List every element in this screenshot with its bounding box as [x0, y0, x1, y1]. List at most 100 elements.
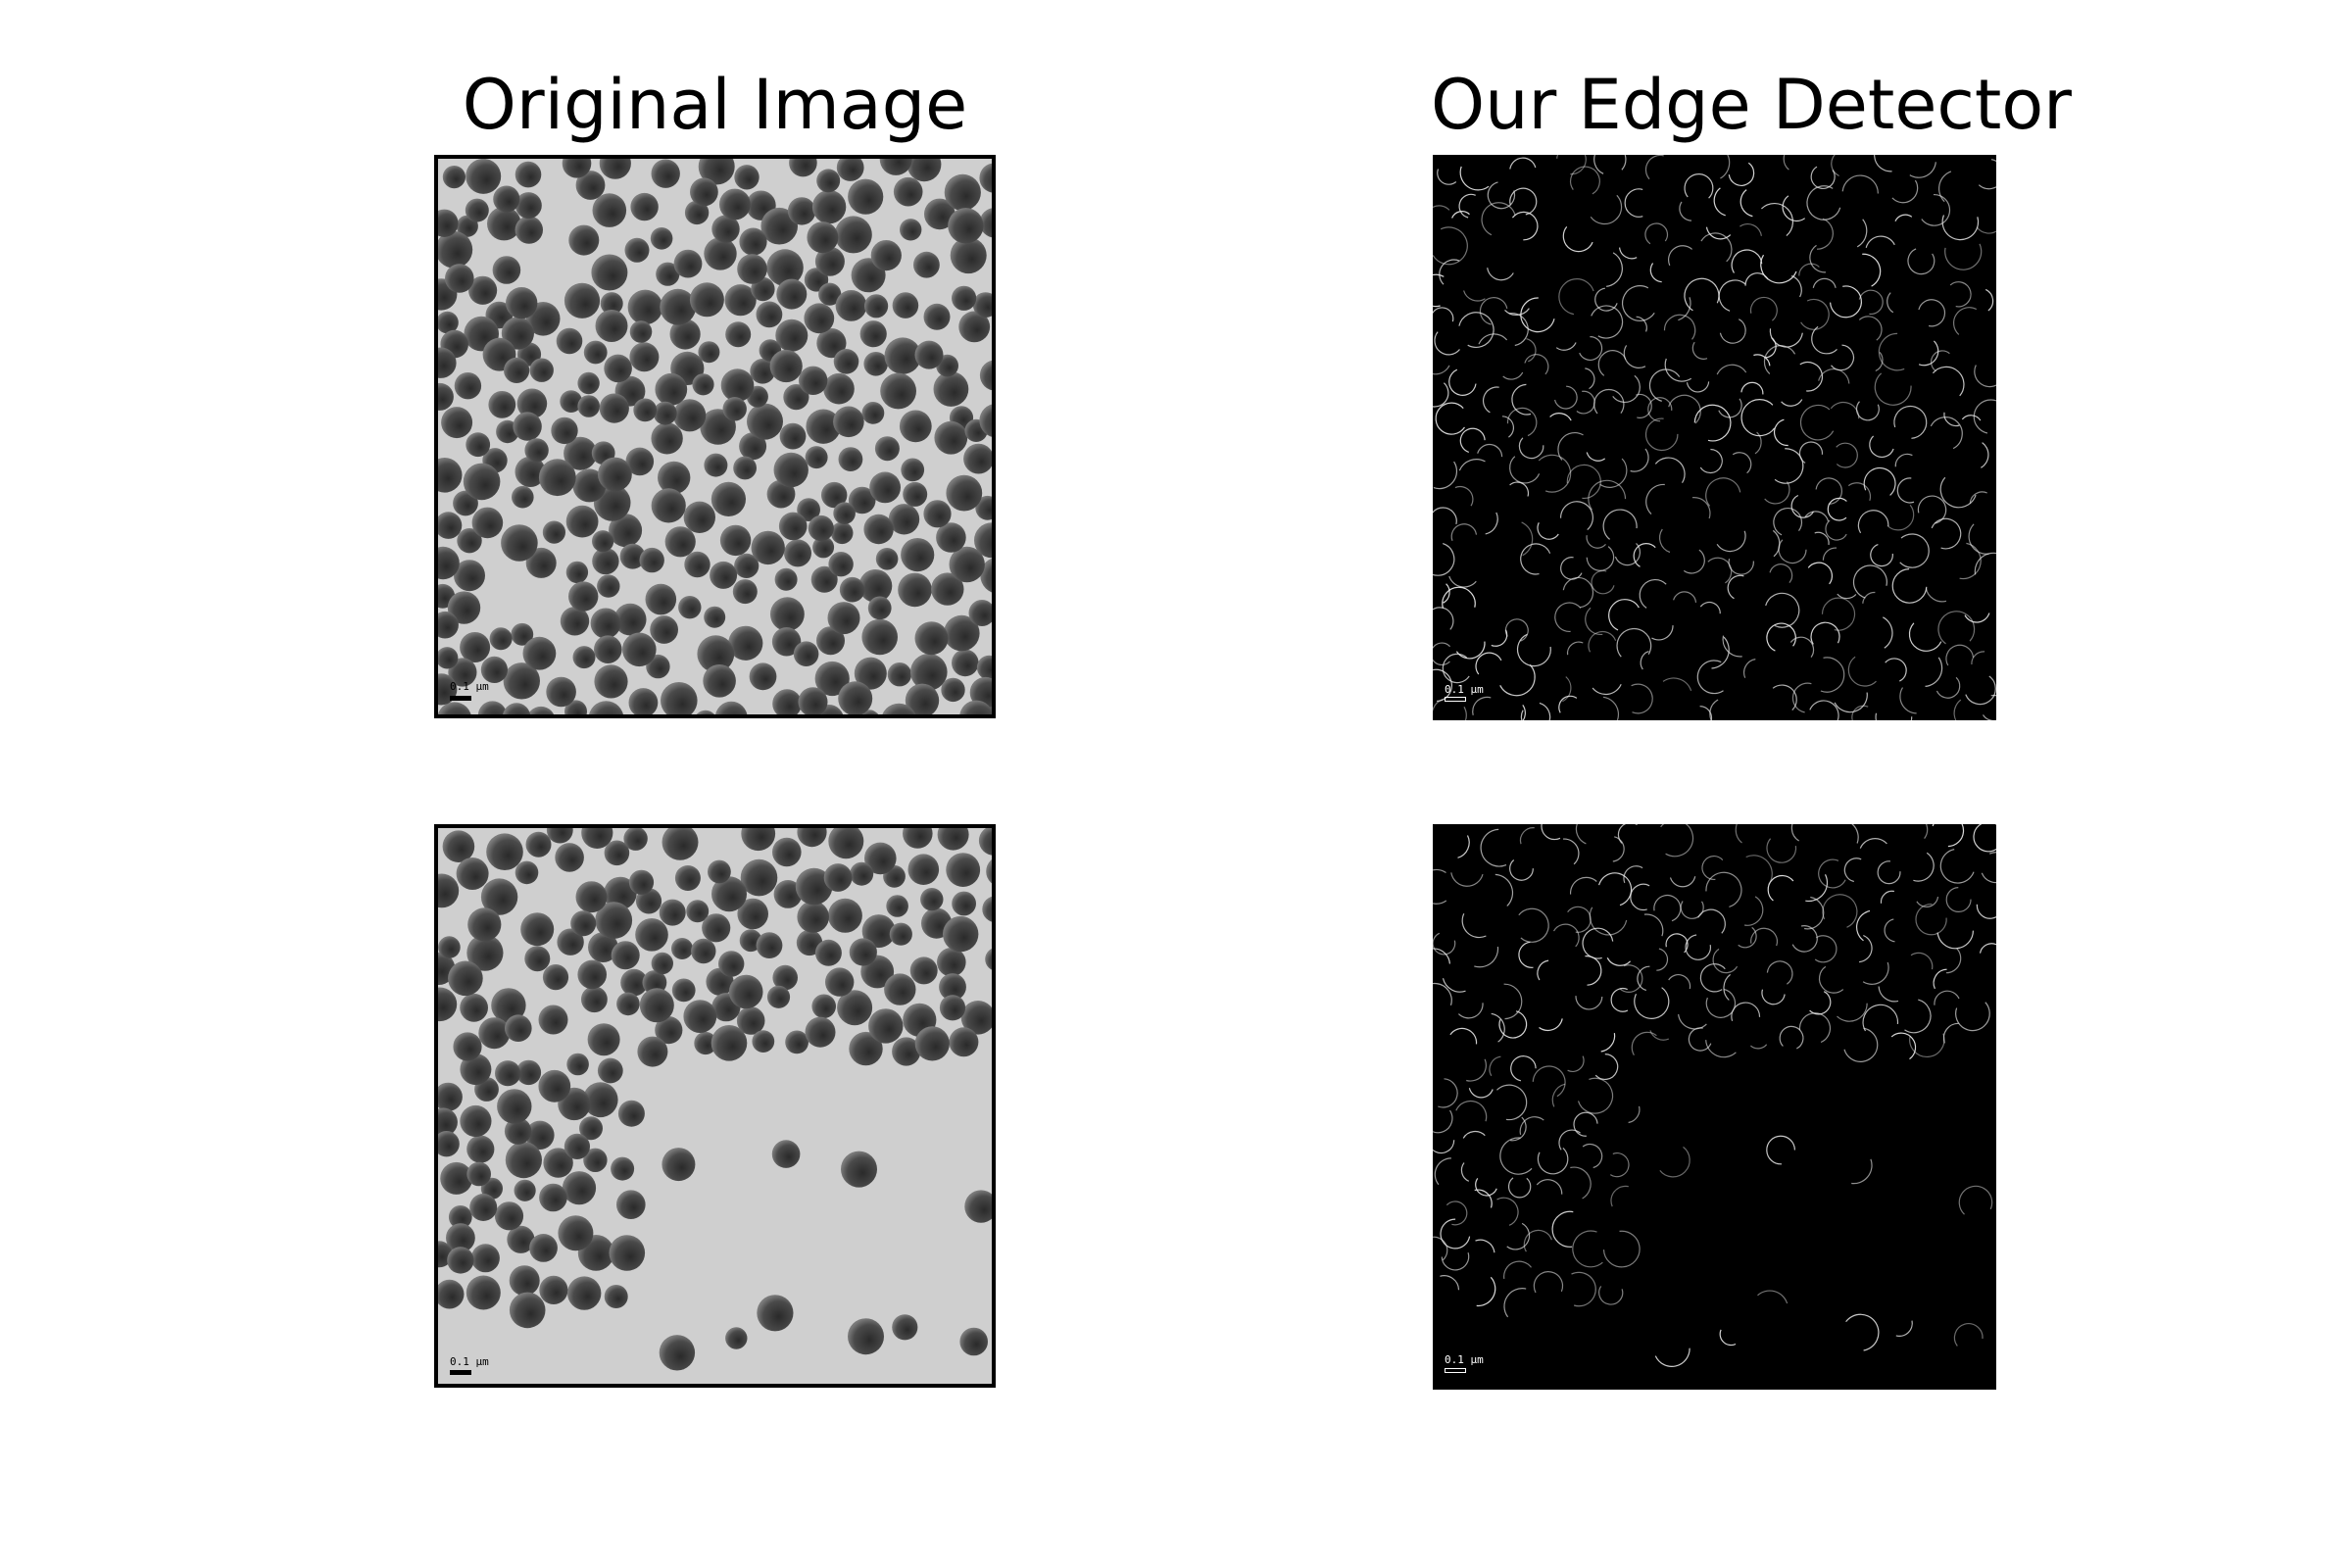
edge-arc	[1481, 202, 1516, 236]
particle	[703, 664, 736, 698]
edge-arc	[1441, 1252, 1470, 1271]
particle	[460, 1054, 492, 1086]
original-image-title: Original Image	[462, 65, 968, 145]
particle	[678, 596, 702, 619]
particle	[959, 1327, 988, 1356]
edge-arc	[1910, 952, 1934, 970]
particle	[469, 1194, 498, 1221]
particle	[551, 416, 578, 445]
edge-arc	[1433, 273, 1445, 308]
particle	[773, 452, 808, 488]
edge-arc	[1978, 159, 1996, 190]
particle	[839, 576, 865, 603]
particle	[710, 481, 746, 516]
edge-arc	[1522, 705, 1526, 720]
edge-arc	[1506, 407, 1538, 437]
particle	[949, 1027, 979, 1057]
edge-arc	[1825, 519, 1847, 541]
particle	[943, 915, 979, 953]
particle	[655, 372, 688, 406]
edge-arc	[1680, 901, 1704, 919]
particle	[512, 485, 534, 509]
particle	[751, 530, 785, 565]
particle	[747, 403, 783, 440]
edge-arc	[1439, 259, 1460, 285]
particle	[525, 1120, 555, 1150]
edge-arc	[1720, 155, 1731, 179]
edge-arc	[1448, 575, 1477, 588]
particle	[708, 859, 731, 884]
edge-arc	[1933, 968, 1947, 990]
edge-arc	[1491, 629, 1508, 647]
particle	[933, 371, 969, 407]
edge-arc	[1766, 838, 1797, 863]
edge-canvas	[1433, 155, 1996, 720]
edge-arc	[1683, 549, 1705, 574]
particle	[577, 371, 600, 395]
edge-arc	[1482, 386, 1499, 414]
particle	[662, 1148, 696, 1182]
particle	[457, 528, 482, 554]
edge-arc	[1705, 1040, 1737, 1058]
edge-arc	[1507, 1177, 1532, 1199]
edge-arc	[1712, 948, 1739, 974]
particle	[529, 1234, 558, 1262]
edge-arc	[1958, 1185, 1993, 1215]
particle	[501, 317, 534, 350]
particle	[913, 251, 940, 278]
particle	[702, 913, 731, 943]
particle	[466, 159, 502, 194]
scale-bar	[450, 696, 471, 701]
edge-arc	[1908, 622, 1942, 652]
edge-arc	[1696, 660, 1724, 695]
particle	[579, 1116, 603, 1141]
edge-arc	[1937, 611, 1976, 645]
particle	[950, 237, 987, 274]
particle	[698, 341, 720, 364]
edge-arc	[1705, 988, 1737, 1018]
edge-arc	[1489, 1055, 1501, 1077]
particle	[692, 373, 714, 396]
particle	[487, 206, 521, 241]
edge-arc	[1939, 849, 1975, 884]
edge-arc	[1851, 705, 1869, 720]
edge-arc	[1685, 934, 1712, 960]
particle	[556, 327, 583, 355]
particle	[438, 1279, 465, 1309]
particle	[944, 173, 981, 211]
particle	[567, 1276, 602, 1310]
particle	[823, 863, 853, 892]
edge-arc	[1536, 1179, 1563, 1195]
edge-arc	[1504, 618, 1529, 642]
edge-arc	[1668, 974, 1691, 990]
edge-arc	[1433, 1130, 1455, 1154]
edge-arc	[1874, 372, 1912, 406]
edge-arc	[1822, 547, 1838, 561]
particle	[848, 178, 884, 215]
edge-arc	[1827, 497, 1847, 521]
particle	[868, 1008, 904, 1044]
particle	[939, 995, 966, 1021]
particle	[604, 354, 632, 383]
particle	[538, 1069, 571, 1102]
particle	[760, 207, 798, 245]
scale-label: 0.1 µm	[1445, 1353, 1484, 1366]
particle	[952, 891, 976, 916]
edge-arc	[1474, 947, 1499, 968]
edge-arc	[1519, 1116, 1544, 1135]
edge-arc	[1433, 983, 1452, 1005]
edge-arc	[1630, 883, 1650, 911]
particle	[456, 858, 489, 890]
edge-arc	[1506, 1222, 1531, 1250]
particle	[811, 994, 836, 1019]
particle	[448, 1205, 472, 1229]
particle	[565, 561, 589, 584]
particle	[516, 388, 548, 419]
edge-arc	[1745, 855, 1773, 885]
particle	[651, 422, 683, 455]
particle	[711, 215, 740, 243]
edge-arc	[1799, 404, 1835, 441]
particle	[566, 1053, 589, 1076]
edge-arc	[1875, 352, 1884, 372]
edge-arc	[1592, 683, 1622, 696]
